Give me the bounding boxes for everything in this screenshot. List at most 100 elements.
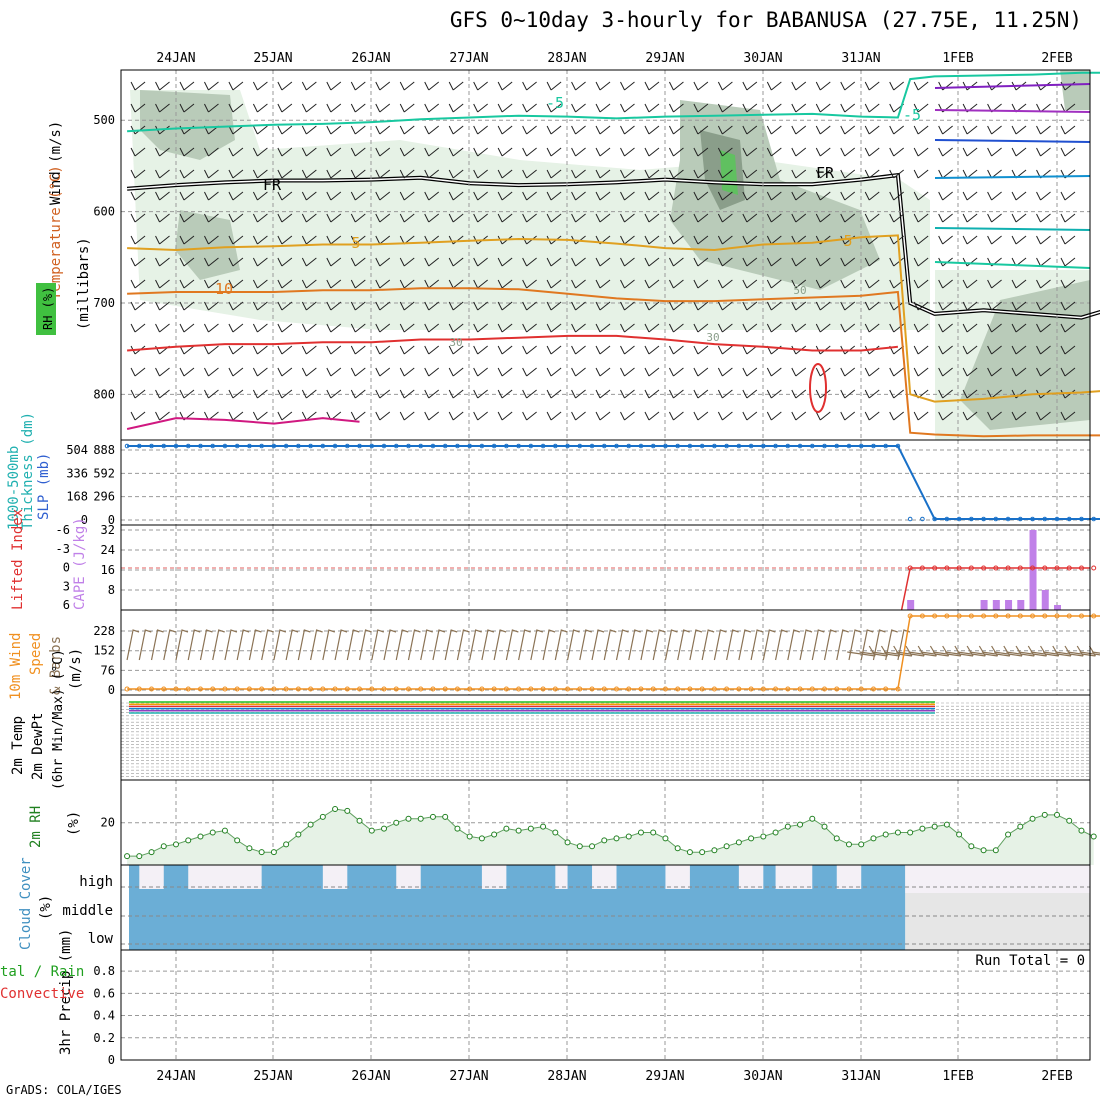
wind-barb <box>1011 213 1027 223</box>
y-axis-label-thickness: 1000-500mb <box>6 446 22 530</box>
wind-barb <box>350 125 366 135</box>
slp-point <box>1005 516 1011 522</box>
surface-barb <box>652 629 666 661</box>
temp-contour-5 <box>127 234 1100 403</box>
wind-barb <box>742 169 758 179</box>
surface-barb <box>738 629 752 661</box>
wind-barb <box>1060 147 1076 157</box>
wind-barb <box>644 279 660 289</box>
slp-point <box>577 443 583 449</box>
slp-point <box>748 443 754 449</box>
surface-barb <box>640 629 654 661</box>
wind-barb <box>815 301 831 311</box>
wind-barb <box>179 257 195 267</box>
wind-barb <box>326 323 342 333</box>
wind-barb <box>1060 235 1076 245</box>
rh2m-point <box>356 817 363 824</box>
wind-speed-point <box>332 686 338 692</box>
temp-contour-cold <box>934 109 1091 113</box>
chart-title: GFS 0~10day 3-hourly for BABANUSA (27.75… <box>449 8 1082 32</box>
top-date-label: 1FEB <box>942 51 973 66</box>
wind-barb <box>864 103 880 113</box>
wind-speed-point <box>528 686 534 692</box>
wind-barb <box>717 411 733 421</box>
wind-barb <box>1060 323 1076 333</box>
temp-contour-cold <box>934 83 1091 89</box>
rh2m-point <box>405 815 412 822</box>
slp-point <box>332 443 338 449</box>
wind-barb <box>473 169 488 179</box>
cloud-gap <box>322 865 348 889</box>
li-point <box>1054 565 1060 571</box>
wind-barb <box>424 389 440 399</box>
slp-point <box>504 443 509 449</box>
wind-barb <box>301 81 317 91</box>
wind-barb <box>938 367 953 377</box>
wind-barb <box>717 257 733 267</box>
y-axis-label-cloud-unit: (%) <box>38 895 54 920</box>
wind-barb <box>962 279 978 289</box>
wind-barb <box>962 257 978 267</box>
surface-barb <box>138 629 152 661</box>
rh2m-point <box>662 835 669 842</box>
wind-speed-point <box>1078 613 1084 619</box>
surface-barb <box>505 629 519 661</box>
wind-speed-point <box>442 686 448 692</box>
rh2m-point <box>760 833 767 840</box>
wind-barb <box>987 323 1002 333</box>
y-axis-label-speed: Speed <box>28 633 44 675</box>
cloud-gap <box>396 865 421 889</box>
wind-barb <box>301 147 317 157</box>
wind-barb <box>497 411 513 421</box>
wind-barb <box>522 191 537 201</box>
wind-speed-point <box>516 686 522 692</box>
wind-barb <box>1060 411 1076 421</box>
wind-barb <box>864 213 880 223</box>
wind-barb <box>1011 191 1027 201</box>
wind-barb <box>717 235 733 245</box>
wind-barb <box>620 345 635 355</box>
wind-barb <box>987 125 1002 135</box>
y-axis-label-wind10: 10m Wind <box>8 633 24 700</box>
surface-barb <box>212 629 225 661</box>
wind-barb <box>1036 323 1051 333</box>
wind-barb <box>277 345 293 355</box>
slp-point <box>712 443 717 449</box>
wind-barb <box>668 191 684 201</box>
slp-point <box>381 443 387 449</box>
wind-barb <box>791 103 807 113</box>
wind-barb <box>571 213 586 223</box>
y-axis-label-rh2m: 2m RH <box>28 806 44 848</box>
rh2m-point <box>491 831 498 838</box>
wind-speed-point <box>320 686 326 692</box>
wind-barb <box>424 367 440 377</box>
surface-barb <box>187 629 201 661</box>
slp-point <box>589 443 595 449</box>
wind-barb <box>791 213 807 223</box>
surface-barb <box>713 629 727 661</box>
wind-barb <box>252 147 268 157</box>
wind-barb <box>546 103 562 113</box>
surface-barb <box>273 629 287 661</box>
wind-speed-point <box>797 686 803 692</box>
wind-barb <box>840 103 856 113</box>
wind-barb <box>179 103 195 113</box>
wind-barb <box>301 103 317 113</box>
rh2m-point <box>992 847 999 854</box>
wind-barb <box>473 81 488 91</box>
wind-barb <box>889 411 905 421</box>
wind-barb <box>766 147 782 157</box>
slp-point <box>797 443 803 449</box>
y-tick-label: 600 <box>93 205 115 219</box>
wind-speed-point <box>919 613 925 619</box>
wind-speed-point <box>1030 613 1036 619</box>
wind-barb <box>130 411 146 421</box>
wind-barb <box>938 169 953 179</box>
cape-bar <box>1041 590 1049 610</box>
wind-speed-point <box>907 613 913 619</box>
wind-speed-point <box>883 686 889 692</box>
wind-barb <box>668 301 684 311</box>
wind-speed-point <box>748 686 754 692</box>
surface-barb <box>322 629 336 661</box>
